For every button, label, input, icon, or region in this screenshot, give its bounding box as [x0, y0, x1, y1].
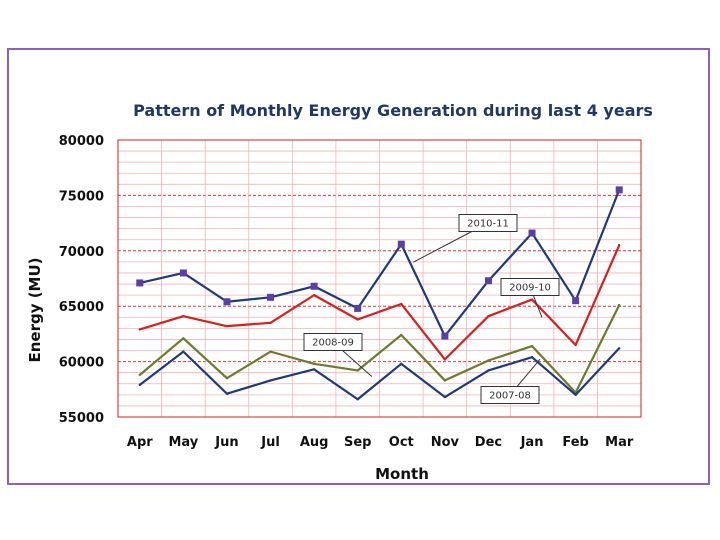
y-tick-label: 60000: [59, 356, 104, 371]
data-point-2007-08: [269, 379, 272, 382]
data-point-2010-11: [397, 240, 405, 248]
x-tick-label: May: [168, 435, 198, 450]
data-point-2008-09: [443, 379, 447, 382]
data-point-2009-10: [138, 328, 141, 331]
legend-label-2009-10: 2009-10: [509, 283, 551, 294]
x-tick-label: Aug: [300, 435, 329, 450]
data-point-2008-09: [182, 337, 185, 340]
data-point-2010-11: [310, 282, 318, 290]
data-point-2009-10: [443, 358, 447, 361]
data-point-2007-08: [400, 362, 403, 366]
series-line-2007-08: [139, 347, 621, 401]
data-point-2007-08: [443, 395, 447, 399]
y-tick-label: 55000: [59, 411, 104, 426]
data-point-2009-10: [618, 244, 621, 247]
y-tick-label: 65000: [59, 300, 104, 315]
legend-box-2007-08: [480, 386, 540, 404]
series-layer: [136, 186, 623, 401]
y-tick-label: 80000: [59, 134, 104, 149]
data-point-2007-08: [182, 350, 185, 353]
legend-label-2008-09: 2008-09: [312, 338, 354, 349]
x-tick-label: Jun: [214, 435, 238, 450]
x-tick-label: Jul: [260, 435, 280, 450]
series-line-2008-09: [139, 304, 621, 394]
data-point-2008-09: [356, 369, 359, 372]
chart-frame: [7, 48, 710, 485]
x-tick-label: Dec: [475, 435, 502, 450]
data-point-2010-11: [267, 293, 275, 301]
y-tick-label: 70000: [59, 245, 104, 260]
data-point-2008-09: [138, 373, 141, 377]
data-point-2010-11: [572, 297, 580, 305]
data-point-2007-08: [312, 368, 316, 371]
data-point-2008-09: [269, 350, 272, 353]
chart-title: Pattern of Monthly Energy Generation dur…: [133, 101, 653, 120]
legend-box-2010-11: [458, 214, 518, 232]
data-point-2007-08: [138, 383, 141, 387]
data-point-2010-11: [615, 186, 623, 194]
data-point-2008-09: [400, 333, 403, 337]
data-point-2008-09: [225, 377, 229, 380]
legend-callouts: 2010-11 2009-10 2008-09 2007-08: [303, 214, 560, 404]
data-point-2007-08: [225, 392, 229, 395]
data-point-2009-10: [269, 321, 272, 325]
x-tick-label: Oct: [389, 435, 414, 450]
data-point-2010-11: [441, 332, 449, 340]
x-tick-label: Sep: [344, 435, 372, 450]
x-axis-label: Month: [375, 465, 429, 483]
data-point-2010-11: [528, 229, 536, 237]
data-point-2009-10: [530, 298, 534, 301]
legend-box-2009-10: [500, 278, 560, 296]
series-line-2009-10: [139, 244, 621, 361]
data-point-2010-11: [179, 269, 187, 277]
data-point-2007-08: [356, 398, 359, 401]
data-point-2009-10: [312, 293, 316, 297]
data-point-2007-08: [574, 393, 577, 397]
data-point-2009-10: [487, 314, 490, 318]
legend-label-2010-11: 2010-11: [467, 219, 509, 230]
data-point-2007-08: [618, 347, 621, 350]
x-tick-label: Nov: [431, 435, 460, 450]
series-line-2010-11: [139, 189, 621, 338]
x-tick-label: Apr: [127, 435, 153, 450]
legend-label-2007-08: 2007-08: [489, 391, 531, 402]
x-tick-label: Mar: [605, 435, 634, 450]
data-point-2009-10: [182, 314, 185, 318]
x-tick-label: Jan: [520, 435, 544, 450]
y-axis-label: Energy (MU): [26, 257, 44, 362]
data-point-2008-09: [312, 362, 316, 366]
data-point-2008-09: [530, 344, 534, 348]
plot-area: [117, 139, 642, 418]
legend-box-2008-09: [303, 333, 363, 351]
y-tick-label: 75000: [59, 189, 104, 204]
x-tick-label: Feb: [562, 435, 588, 450]
data-point-2010-11: [484, 277, 492, 285]
data-point-2010-11: [223, 298, 231, 306]
data-point-2009-10: [356, 318, 359, 321]
data-point-2009-10: [400, 302, 403, 306]
data-point-2007-08: [530, 355, 534, 359]
data-point-2007-08: [487, 369, 490, 372]
data-point-2010-11: [136, 279, 144, 287]
data-point-2008-09: [618, 303, 621, 307]
data-point-2008-09: [487, 359, 490, 362]
data-point-2009-10: [225, 324, 229, 328]
y-axis: 55000 60000 65000 70000 75000 80000: [59, 134, 104, 426]
data-point-2010-11: [354, 304, 362, 312]
data-point-2009-10: [574, 343, 577, 347]
x-axis: Apr May Jun Jul Aug Sep Oct Nov Dec Jan Feb Mar: [127, 435, 634, 450]
